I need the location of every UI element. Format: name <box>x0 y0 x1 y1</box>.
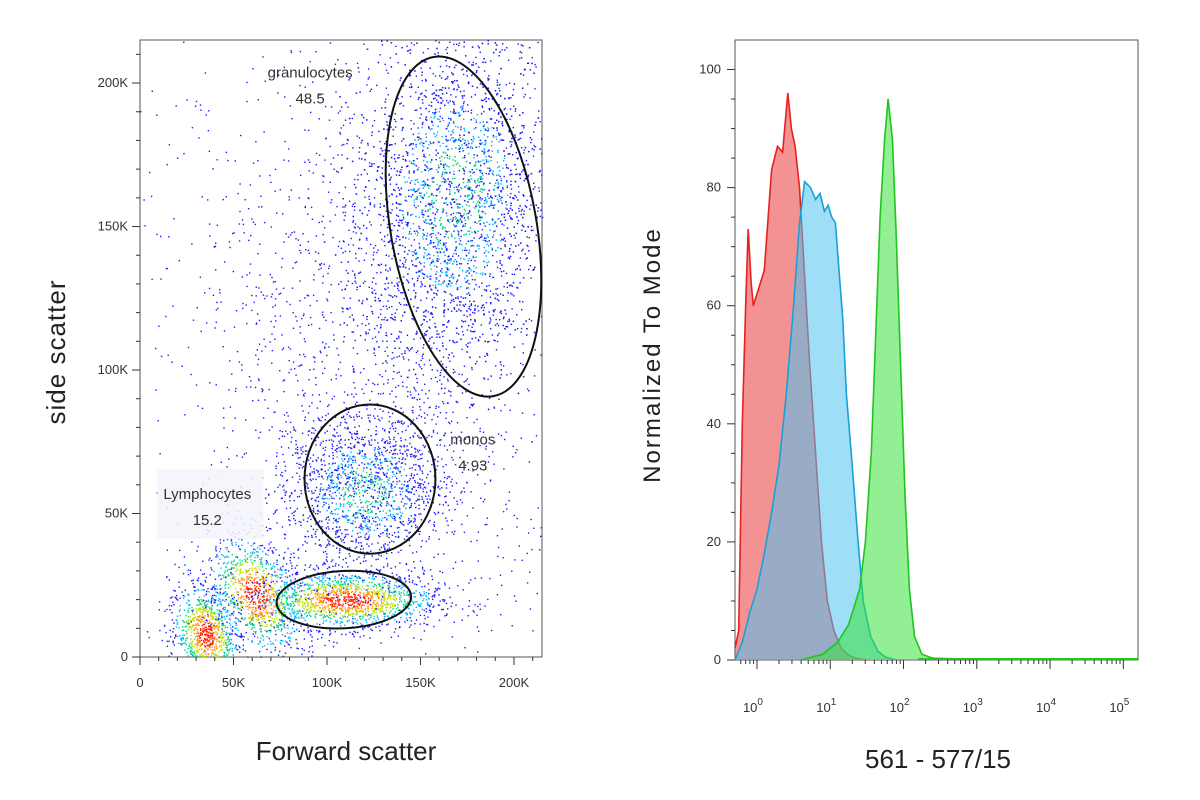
histogram-line-blue-sample <box>734 179 897 661</box>
histogram-x-tick-base: 10 <box>963 700 977 715</box>
histogram-x-tick-base: 10 <box>1036 700 1050 715</box>
histogram-x-tick-label: 105 <box>1109 697 1129 715</box>
histogram-y-tick-label: 40 <box>707 416 721 431</box>
histogram-y-tick-label: 100 <box>699 62 721 77</box>
histogram-y-axis-title: Normalized To Mode <box>639 227 666 483</box>
scatter-y-axis-title: side scatter <box>41 280 71 425</box>
histogram-x-tick-exponent: 1 <box>831 697 837 708</box>
histogram-y-tick-label: 60 <box>707 298 721 313</box>
scatter-y-tick-label: 200K <box>98 75 129 90</box>
gate-lymphocytes <box>275 569 413 630</box>
histogram-x-tick-exponent: 3 <box>977 697 983 708</box>
histogram-y-tick-label: 20 <box>707 534 721 549</box>
scatter-y-tick-label: 150K <box>98 219 129 234</box>
gate-value-granulocytes: 48.5 <box>296 90 325 107</box>
histogram-series <box>734 93 1139 661</box>
scatter-x-tick-label: 0 <box>136 675 143 690</box>
histogram-x-tick-label: 101 <box>816 697 836 715</box>
population-debris <box>148 549 256 659</box>
scatter-x-tick-label: 50K <box>222 675 245 690</box>
population-granulocytes <box>274 40 544 477</box>
gate-monos <box>303 403 437 555</box>
histogram-x-tick-exponent: 5 <box>1124 697 1130 708</box>
histogram-x-tick-label: 104 <box>1036 697 1056 715</box>
histogram-y-tick-label: 80 <box>707 180 721 195</box>
population-background <box>140 41 543 655</box>
scatter-y-tick-label: 100K <box>98 362 129 377</box>
gate-value-monos: 4.93 <box>458 458 487 475</box>
scatter-x-axis-title: Forward scatter <box>256 736 437 766</box>
gate-label-lymphocytes-text: Lymphocytes <box>163 486 251 503</box>
scatter-x-tick-label: 100K <box>312 675 343 690</box>
scatter-x-tick-label: 150K <box>405 675 436 690</box>
histogram-x-tick-label: 103 <box>963 697 983 715</box>
histogram-x-tick-label: 102 <box>890 697 910 715</box>
scatter-y-tick-label: 50K <box>105 506 128 521</box>
scatter-y-tick-label: 0 <box>121 649 128 664</box>
histogram-x-tick-base: 10 <box>1109 700 1123 715</box>
scatter-panel: granulocytes 48.5 monos 4.93 Lymphocytes 15.2… <box>41 39 544 766</box>
scatter-x-tick-label: 200K <box>499 675 530 690</box>
histogram-x-tick-base: 10 <box>816 700 830 715</box>
scatter-plot-frame <box>139 39 543 658</box>
population-monos <box>227 347 542 628</box>
scatter-axes: 0 50K 100K 150K 200K 0 50K 100K 150K 200K <box>98 53 534 690</box>
scatter-gates: granulocytes 48.5 monos 4.93 Lymphocytes 15.2 <box>157 55 543 630</box>
histogram-fill-blue-sample <box>735 181 897 660</box>
lymphocytes-label-backdrop <box>157 469 264 540</box>
histogram-x-tick-base: 10 <box>890 700 904 715</box>
histogram-x-tick-exponent: 4 <box>1051 697 1057 708</box>
histogram-x-tick-exponent: 2 <box>904 697 910 708</box>
histogram-y-tick-label: 0 <box>714 652 721 667</box>
histogram-x-tick-label: 100 <box>743 697 763 715</box>
histogram-fill-green-sample <box>800 99 1138 660</box>
gate-label-granulocytes: granulocytes <box>268 64 353 81</box>
histogram-x-tick-base: 10 <box>743 700 757 715</box>
gate-value-lymphocytes-text: 15.2 <box>193 512 222 529</box>
gate-label-monos: monos <box>450 432 495 449</box>
histogram-x-tick-exponent: 0 <box>757 697 763 708</box>
scatter-density-dots <box>140 40 544 659</box>
population-lymph-core <box>170 548 502 647</box>
gate-granulocytes <box>384 55 543 398</box>
histogram-x-axis-title: 561 - 577/15 <box>865 744 1011 774</box>
